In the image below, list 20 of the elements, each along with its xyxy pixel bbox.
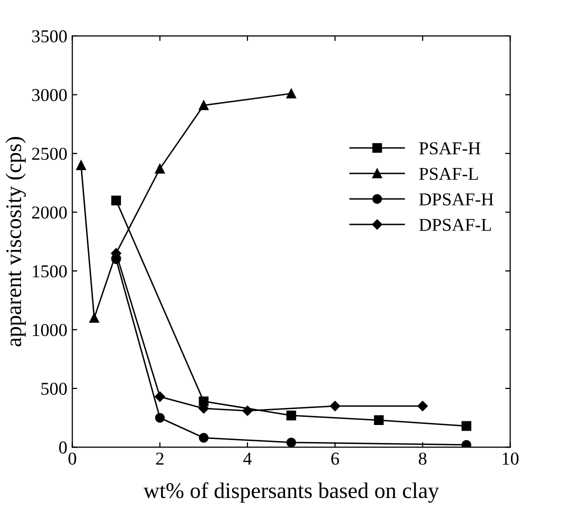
y-tick-label: 1000: [32, 324, 67, 336]
legend-label: PSAF-L: [419, 168, 478, 180]
x-tick-label: 10: [502, 452, 519, 465]
y-axis-title: apparent viscosity (cps): [6, 137, 26, 346]
y-tick-label: 2500: [32, 148, 67, 160]
y-tick-label: 3000: [32, 88, 67, 102]
x-axis-title: wt% of dispersants based on clay: [143, 482, 439, 503]
legend-label: PSAF-H: [419, 142, 480, 154]
legend-label: DPSAF-H: [419, 193, 494, 206]
y-tick-label: 500: [41, 382, 67, 395]
x-tick-label: 4: [243, 452, 252, 465]
y-tick-label: 1500: [32, 265, 67, 278]
x-tick-label: 0: [68, 452, 76, 465]
y-tick-label: 3500: [32, 30, 67, 42]
y-tick-label: 2000: [32, 206, 67, 219]
x-tick-label: 6: [331, 452, 340, 465]
x-tick-label: 2: [156, 452, 164, 465]
legend-label: DPSAF-L: [419, 218, 491, 231]
y-tick-label: 0: [59, 441, 67, 454]
x-tick-label: 8: [418, 452, 426, 465]
